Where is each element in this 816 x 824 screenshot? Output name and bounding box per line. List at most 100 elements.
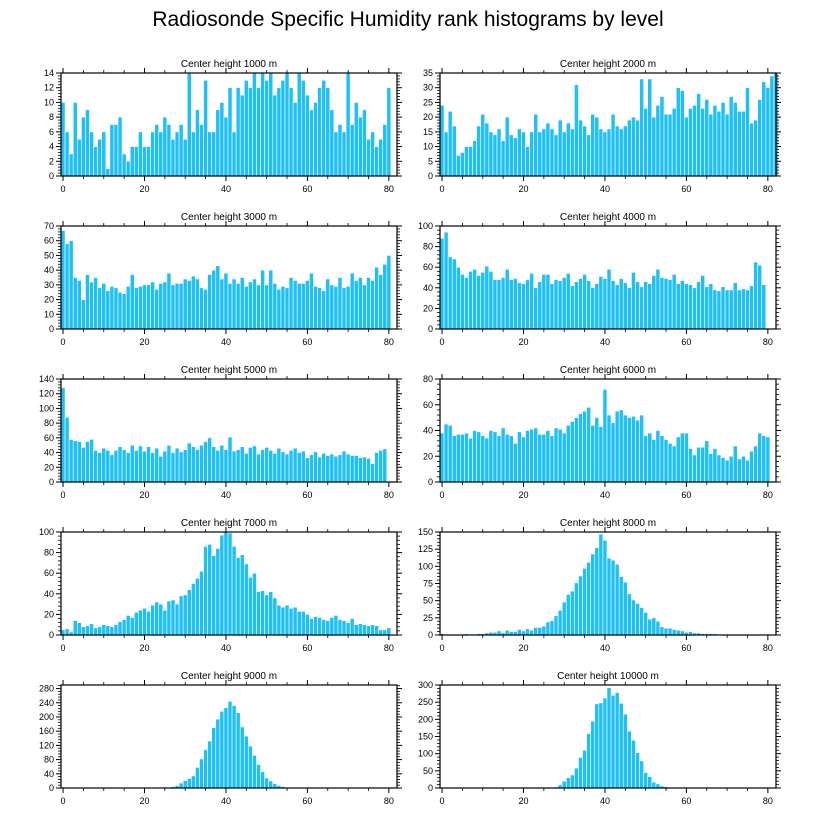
histogram-bar bbox=[549, 620, 555, 636]
histogram-bar bbox=[749, 122, 754, 177]
x-tick-label: 80 bbox=[384, 337, 394, 347]
histogram-bar bbox=[321, 453, 327, 483]
histogram-bar bbox=[712, 105, 718, 177]
x-tick-label: 80 bbox=[763, 184, 773, 194]
histogram-bar bbox=[158, 283, 164, 330]
histogram-bar bbox=[492, 431, 498, 483]
y-tick-label: 60 bbox=[44, 433, 54, 443]
histogram-bar bbox=[174, 603, 180, 636]
histogram-bar bbox=[541, 434, 547, 483]
histogram-bar bbox=[374, 452, 379, 483]
histogram-bar bbox=[757, 264, 763, 330]
histogram-bar bbox=[162, 609, 168, 636]
histogram-bar bbox=[170, 599, 176, 636]
histogram-bar bbox=[745, 289, 750, 330]
plot-frame bbox=[60, 531, 398, 636]
histogram-bar bbox=[565, 594, 571, 636]
y-tick-label: 40 bbox=[423, 283, 433, 293]
histogram-bar bbox=[366, 625, 371, 636]
histogram-bar bbox=[191, 775, 196, 789]
histogram-bar bbox=[769, 75, 775, 177]
histogram-bar bbox=[635, 281, 640, 330]
histogram-bar bbox=[252, 445, 257, 483]
histogram-bar bbox=[117, 116, 123, 177]
histogram-bar bbox=[716, 290, 722, 330]
histogram-bar bbox=[186, 442, 192, 483]
histogram-bar bbox=[720, 286, 726, 330]
histogram-bar bbox=[614, 125, 620, 177]
histogram-bar bbox=[639, 78, 644, 177]
histogram-bar bbox=[358, 623, 363, 636]
histogram-bar bbox=[378, 274, 384, 330]
histogram-bar bbox=[207, 740, 212, 789]
histogram-bar bbox=[353, 624, 359, 636]
histogram-bar bbox=[125, 452, 131, 483]
histogram-bar bbox=[684, 432, 689, 483]
histogram-bar bbox=[105, 450, 111, 483]
histogram-bar bbox=[578, 757, 583, 789]
histogram-bar bbox=[671, 274, 677, 330]
histogram-bar bbox=[231, 131, 237, 177]
histogram-bar bbox=[146, 284, 151, 330]
histogram-bar bbox=[696, 93, 701, 177]
histogram-bar bbox=[337, 277, 343, 330]
histogram-bar bbox=[386, 87, 392, 177]
y-tick-label: 30 bbox=[44, 280, 54, 290]
histogram-bar bbox=[268, 72, 274, 177]
histogram-bar bbox=[570, 421, 575, 483]
histogram-bar bbox=[264, 594, 270, 636]
histogram-bar bbox=[655, 430, 661, 483]
histogram-bar bbox=[81, 626, 86, 636]
histogram-bar bbox=[378, 138, 384, 177]
histogram-bar bbox=[264, 777, 270, 789]
histogram-bar bbox=[300, 450, 306, 483]
histogram-bar bbox=[663, 627, 669, 636]
histogram-bar bbox=[292, 102, 298, 177]
histogram-bar bbox=[565, 122, 571, 177]
histogram-bar bbox=[109, 626, 115, 636]
histogram-bar bbox=[443, 131, 449, 177]
histogram-bar bbox=[215, 109, 221, 177]
histogram-bar bbox=[447, 256, 453, 330]
histogram-bar bbox=[129, 444, 135, 483]
histogram-bar bbox=[125, 160, 131, 177]
histogram-bar bbox=[321, 619, 327, 636]
y-tick-label: 250 bbox=[418, 697, 433, 707]
histogram-bar bbox=[235, 283, 241, 330]
histogram-bar bbox=[154, 447, 160, 483]
histogram-bar bbox=[170, 284, 176, 330]
histogram-bar bbox=[635, 603, 640, 636]
histogram-bar bbox=[260, 590, 265, 636]
histogram-bar bbox=[488, 430, 494, 483]
histogram-bar bbox=[598, 276, 604, 330]
histogram-bar bbox=[239, 726, 245, 789]
histogram-bar bbox=[296, 611, 302, 636]
y-tick-label: 200 bbox=[418, 714, 433, 724]
y-tick-label: 25 bbox=[423, 97, 433, 107]
histogram-bar bbox=[529, 629, 534, 636]
y-tick-label: 20 bbox=[44, 462, 54, 472]
histogram-bar bbox=[521, 436, 526, 483]
y-tick-label: 80 bbox=[44, 418, 54, 428]
histogram-bar bbox=[252, 572, 257, 636]
histogram-bar bbox=[138, 131, 143, 177]
histogram-bar bbox=[484, 437, 490, 483]
y-tick-label: 25 bbox=[423, 613, 433, 623]
histogram-bar bbox=[586, 407, 591, 483]
histogram-bar bbox=[243, 735, 249, 789]
histogram-bar bbox=[191, 275, 196, 330]
histogram-panel: Center height 7000 m 0 20 40 60 80 100 0 20 40 60 8… bbox=[39, 518, 402, 653]
histogram-bar bbox=[439, 238, 445, 330]
histogram-bar bbox=[541, 128, 547, 177]
histogram-bar bbox=[142, 607, 147, 636]
histogram-bar bbox=[614, 563, 620, 636]
histogram-bar bbox=[594, 116, 600, 177]
y-tick-label: 20 bbox=[423, 112, 433, 122]
x-tick-label: 60 bbox=[302, 184, 312, 194]
panel-title: Center height 8000 m bbox=[560, 518, 656, 529]
histogram-panel: Center height 9000 m04080120160200240280… bbox=[39, 671, 402, 806]
y-tick-label: 240 bbox=[39, 698, 54, 708]
histogram-bar bbox=[337, 124, 343, 177]
histogram-bar bbox=[113, 287, 119, 330]
histogram-bar bbox=[329, 284, 335, 330]
